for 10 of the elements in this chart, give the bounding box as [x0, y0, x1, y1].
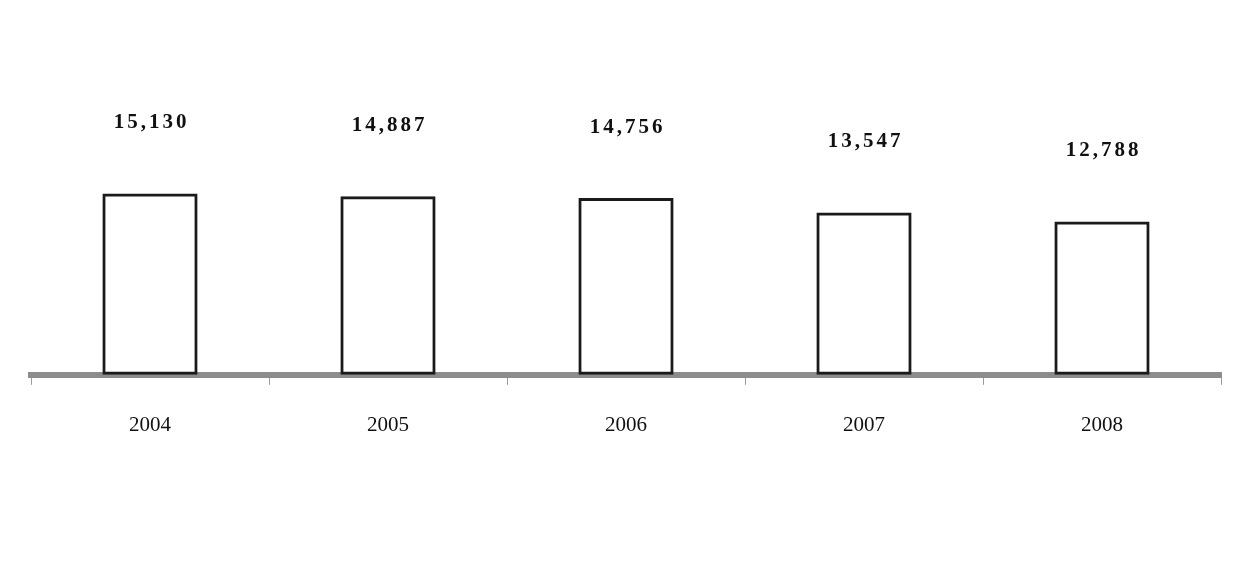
x-tick-label: 2005	[367, 411, 409, 436]
x-tick-label: 2007	[843, 411, 885, 436]
data-label: 14,756	[589, 113, 666, 138]
data-label: 13,547	[827, 128, 904, 153]
data-label: 12,788	[1065, 137, 1142, 162]
x-tick-label: 2004	[129, 411, 172, 436]
x-tick-label: 2006	[605, 411, 647, 436]
data-label: 14,887	[351, 112, 428, 137]
x-tick-label: 2008	[1081, 411, 1123, 436]
data-label: 15,130	[113, 109, 190, 134]
